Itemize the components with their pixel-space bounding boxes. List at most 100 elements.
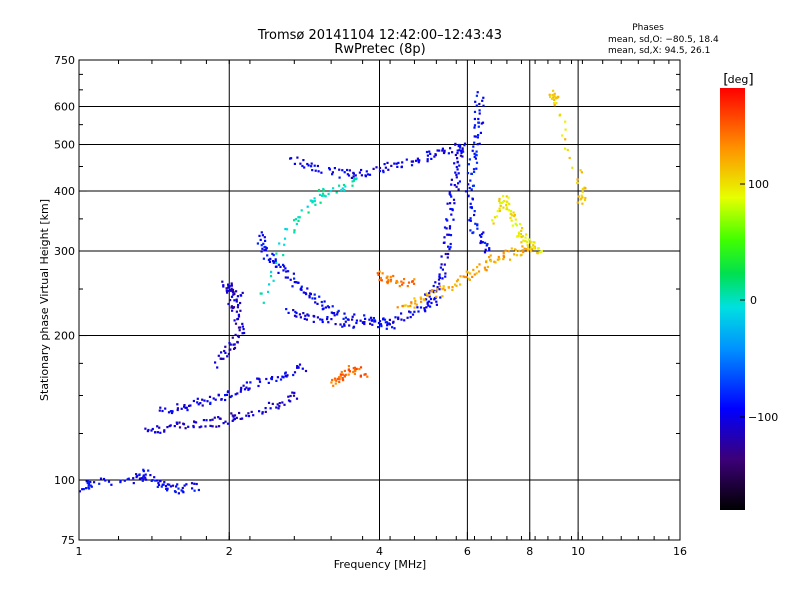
echo-point	[81, 488, 84, 491]
echo-point	[476, 266, 479, 269]
echo-point	[186, 409, 189, 412]
echo-point	[459, 275, 462, 278]
echo-point	[235, 310, 238, 313]
x-tick-label: 10	[571, 545, 585, 558]
echo-point	[242, 384, 245, 387]
echo-point	[438, 149, 441, 152]
echo-point	[518, 249, 521, 252]
echo-point	[460, 151, 463, 154]
echo-point	[326, 318, 329, 321]
echo-point	[474, 100, 477, 103]
echo-point	[370, 319, 373, 322]
echo-point	[309, 292, 312, 295]
echo-point	[262, 301, 265, 304]
colorbar-tick-0: 0	[750, 294, 757, 307]
echo-point	[285, 228, 289, 231]
echo-point	[430, 157, 433, 160]
echo-point	[473, 210, 476, 213]
echo-point	[351, 180, 354, 183]
echo-point	[269, 407, 272, 410]
echo-point	[239, 326, 242, 329]
echo-point	[313, 293, 316, 296]
echo-point	[338, 376, 341, 379]
echo-point	[453, 162, 456, 165]
echo-point	[509, 210, 513, 213]
echo-point	[584, 187, 587, 190]
echo-point	[516, 235, 519, 238]
echo-point	[176, 407, 179, 410]
echo-point	[300, 287, 303, 290]
x-tick-label: 2	[226, 545, 233, 558]
echo-point	[208, 395, 212, 398]
echo-point	[160, 485, 163, 488]
echo-point	[297, 366, 300, 369]
echo-point	[88, 480, 91, 484]
echo-point	[502, 254, 505, 257]
echo-point	[261, 247, 264, 250]
echo-point	[322, 189, 325, 192]
echo-point	[159, 406, 162, 409]
echo-point	[507, 209, 510, 212]
echo-point	[353, 372, 356, 375]
echo-point	[518, 233, 521, 236]
echo-point	[291, 391, 294, 394]
echo-point	[430, 290, 433, 293]
echo-point	[169, 485, 172, 488]
echo-point	[297, 216, 300, 219]
echo-point	[467, 183, 470, 186]
colorbar-bracket-right: ]	[748, 72, 753, 88]
echo-point	[234, 333, 237, 336]
echo-point	[343, 188, 346, 192]
echo-point	[318, 193, 322, 196]
echo-point	[282, 376, 285, 379]
echo-point	[211, 418, 214, 421]
echo-point	[258, 380, 262, 383]
echo-point	[330, 381, 333, 384]
echo-point	[526, 244, 529, 247]
echo-point	[442, 287, 445, 290]
echo-point	[310, 162, 313, 165]
echo-point	[262, 257, 265, 260]
echo-point	[346, 168, 349, 172]
echo-point	[426, 158, 429, 161]
echo-point	[191, 487, 194, 490]
echo-point	[493, 216, 497, 219]
echo-point	[536, 252, 539, 255]
echo-point	[226, 355, 229, 358]
echo-point	[428, 292, 431, 295]
echo-point	[431, 289, 434, 292]
echo-point	[292, 272, 295, 275]
echo-point	[424, 293, 427, 296]
echo-point	[250, 410, 253, 413]
echo-point	[442, 151, 446, 155]
echo-point	[497, 255, 500, 259]
echo-point	[287, 270, 290, 273]
echo-point	[469, 272, 472, 275]
echo-point	[162, 483, 165, 486]
echo-point	[580, 194, 583, 197]
echo-point	[252, 414, 255, 417]
echo-point	[274, 258, 277, 261]
echo-point	[476, 143, 479, 146]
echo-point	[472, 145, 475, 148]
echo-point	[236, 306, 239, 309]
echo-point	[234, 322, 238, 325]
echo-point	[245, 381, 248, 384]
echo-point	[82, 488, 85, 491]
echo-point	[233, 417, 236, 421]
echo-point	[102, 477, 106, 481]
echo-point	[486, 243, 489, 246]
echo-point	[316, 316, 319, 319]
echo-point	[301, 367, 304, 370]
echo-point	[553, 104, 556, 107]
echo-point	[260, 250, 263, 253]
echo-point	[521, 245, 524, 248]
echo-point	[526, 249, 530, 252]
echo-point	[329, 190, 332, 193]
echo-point	[138, 473, 141, 476]
echo-point	[456, 161, 459, 164]
echo-point	[206, 400, 209, 403]
echo-point	[583, 198, 587, 201]
echo-point	[236, 295, 239, 298]
